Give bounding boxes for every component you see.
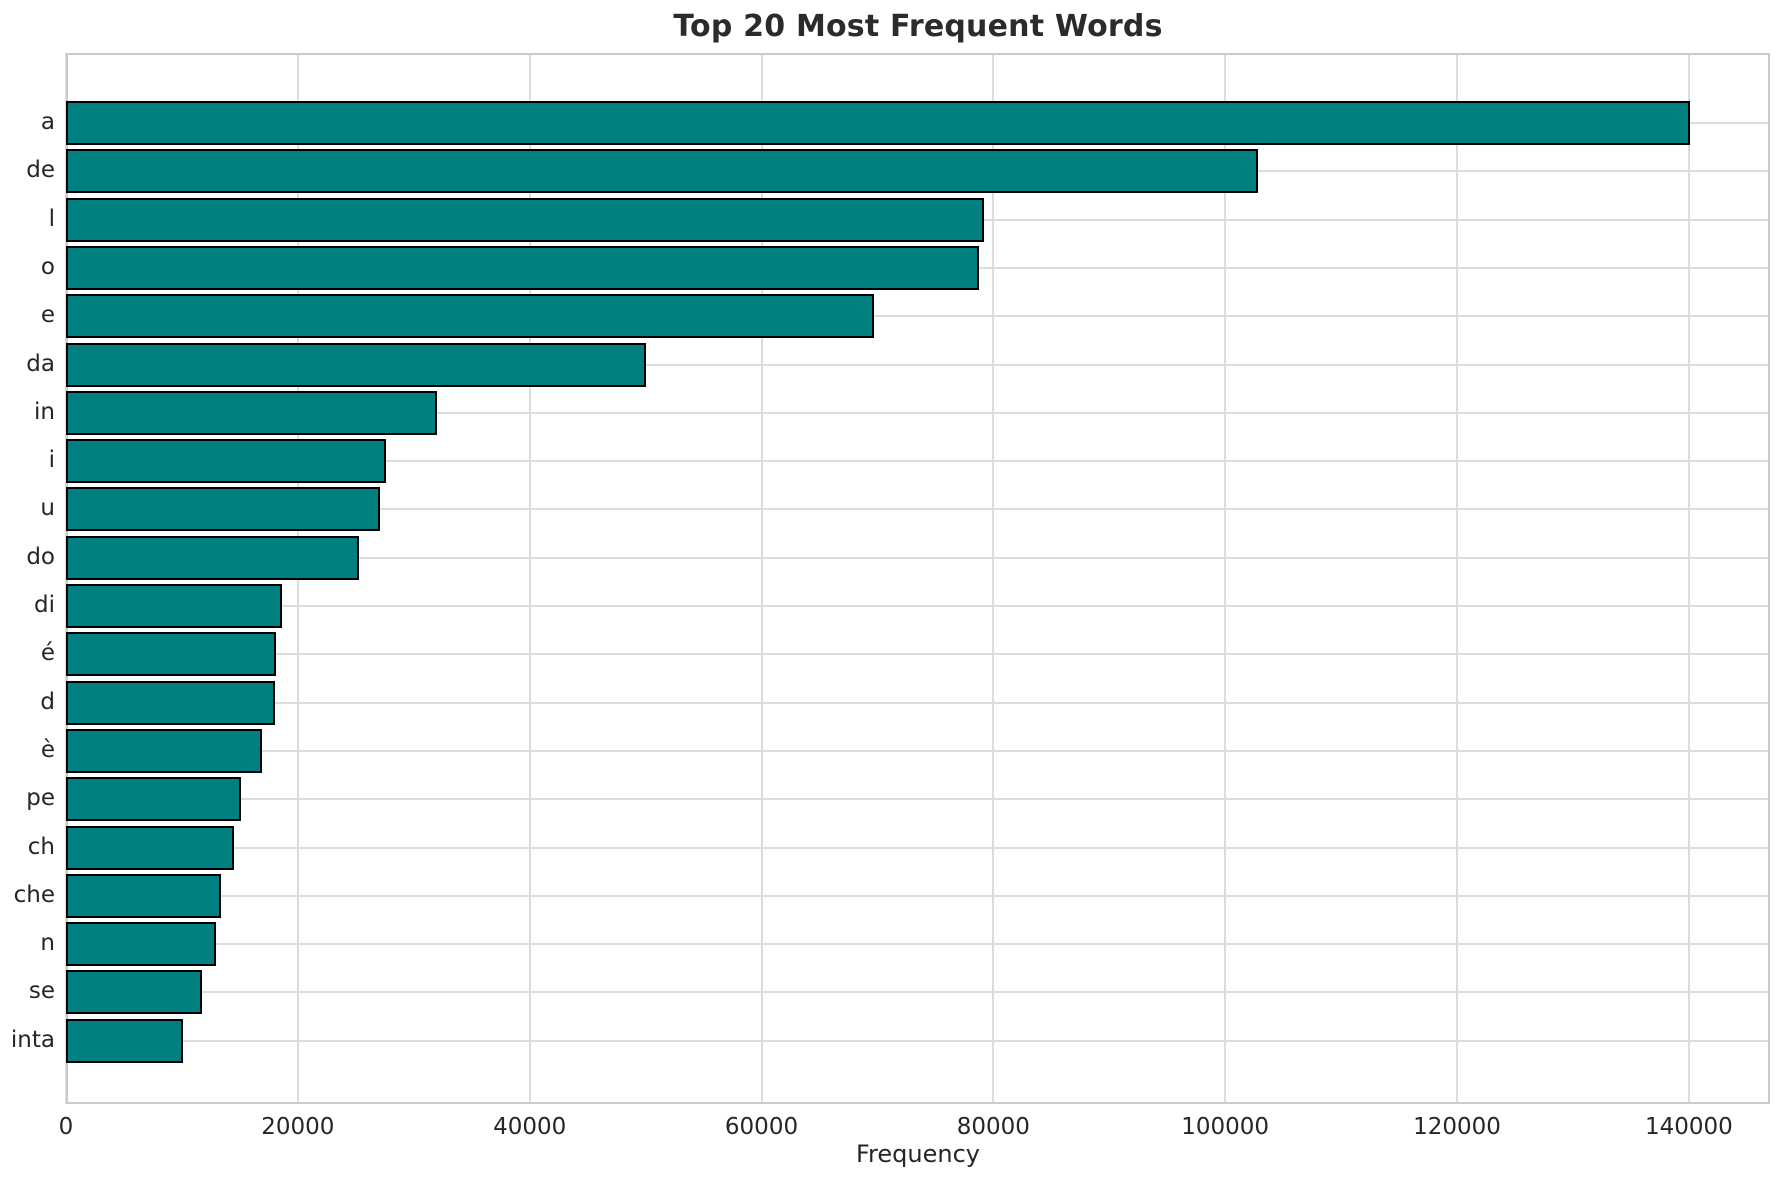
x-axis-title: Frequency	[856, 1140, 980, 1168]
chart-title: Top 20 Most Frequent Words	[673, 9, 1163, 44]
gridline-vertical	[528, 53, 531, 1104]
gridline-horizontal	[66, 363, 1770, 366]
gridline-horizontal	[66, 943, 1770, 946]
bar	[66, 922, 216, 967]
gridline-vertical	[1224, 53, 1227, 1104]
gridline-horizontal	[66, 846, 1770, 849]
gridline-vertical	[992, 53, 995, 1104]
bar	[66, 439, 386, 484]
bar	[66, 1018, 184, 1063]
gridline-horizontal	[66, 1039, 1770, 1042]
y-tick-label: a	[40, 109, 55, 135]
spine-right	[1768, 53, 1770, 1104]
x-tick-label: 0	[58, 1114, 74, 1140]
bar	[66, 197, 985, 242]
bar	[66, 584, 282, 628]
gridline-horizontal	[66, 460, 1770, 463]
y-tick-label: di	[34, 592, 55, 618]
y-tick-label: i	[48, 447, 55, 474]
bar	[66, 342, 646, 387]
gridline-horizontal	[66, 411, 1770, 414]
y-tick-label: o	[40, 253, 55, 280]
bar	[66, 777, 242, 822]
bar	[66, 873, 222, 918]
bar	[66, 535, 360, 580]
y-tick-label: n	[40, 930, 55, 957]
x-tick-label: 140000	[1644, 1114, 1733, 1140]
y-tick-label: è	[40, 736, 55, 763]
gridline-vertical	[1456, 53, 1459, 1104]
x-tick-label: 100000	[1181, 1114, 1270, 1140]
bar	[66, 390, 437, 435]
gridline-horizontal	[66, 894, 1770, 897]
bar	[66, 632, 276, 677]
bar	[66, 294, 874, 339]
y-tick-label: ch	[27, 833, 55, 860]
x-tick-label: 80000	[956, 1114, 1030, 1140]
bar	[66, 825, 235, 870]
y-tick-label: d	[40, 688, 55, 715]
gridline-vertical	[760, 53, 763, 1104]
y-tick-label: inta	[10, 1026, 55, 1053]
y-tick-label: se	[28, 978, 55, 1005]
bar	[66, 680, 275, 725]
x-tick-label: 120000	[1413, 1114, 1501, 1140]
gridline-horizontal	[66, 508, 1770, 511]
x-tick-label: 40000	[493, 1114, 567, 1140]
bar	[66, 487, 381, 532]
y-tick-label: de	[26, 157, 55, 184]
y-tick-label: che	[13, 881, 55, 908]
gridline-horizontal	[66, 556, 1770, 559]
plot-area: a de l o e da in i u do di é d è pe ch che n se inta 0 20000 4…	[11, 53, 1770, 1139]
y-tick-label: pe	[26, 785, 55, 812]
gridline-horizontal	[66, 798, 1770, 801]
gridline-horizontal	[66, 315, 1770, 318]
gridline-horizontal	[66, 653, 1770, 656]
gridline-horizontal	[66, 701, 1770, 704]
gridline-vertical	[1687, 53, 1690, 1104]
bar	[66, 728, 262, 773]
bar	[66, 149, 1258, 194]
bar	[66, 245, 980, 290]
y-tick-label: u	[40, 495, 55, 522]
spine-top	[66, 53, 1770, 55]
bar	[66, 101, 1691, 145]
gridline-horizontal	[66, 605, 1770, 607]
bar	[66, 970, 202, 1015]
x-tick-label: 20000	[261, 1114, 335, 1140]
spine-bottom	[66, 1102, 1770, 1104]
gridline-horizontal	[66, 991, 1770, 994]
y-tick-label: l	[48, 205, 55, 232]
x-tick-label: 60000	[724, 1114, 799, 1140]
y-tick-label: é	[40, 640, 55, 667]
y-tick-label: e	[40, 302, 55, 329]
gridline-horizontal	[66, 749, 1770, 752]
y-tick-label: in	[34, 398, 55, 425]
y-tick-label: da	[26, 350, 55, 377]
y-tick-label: do	[26, 543, 55, 570]
